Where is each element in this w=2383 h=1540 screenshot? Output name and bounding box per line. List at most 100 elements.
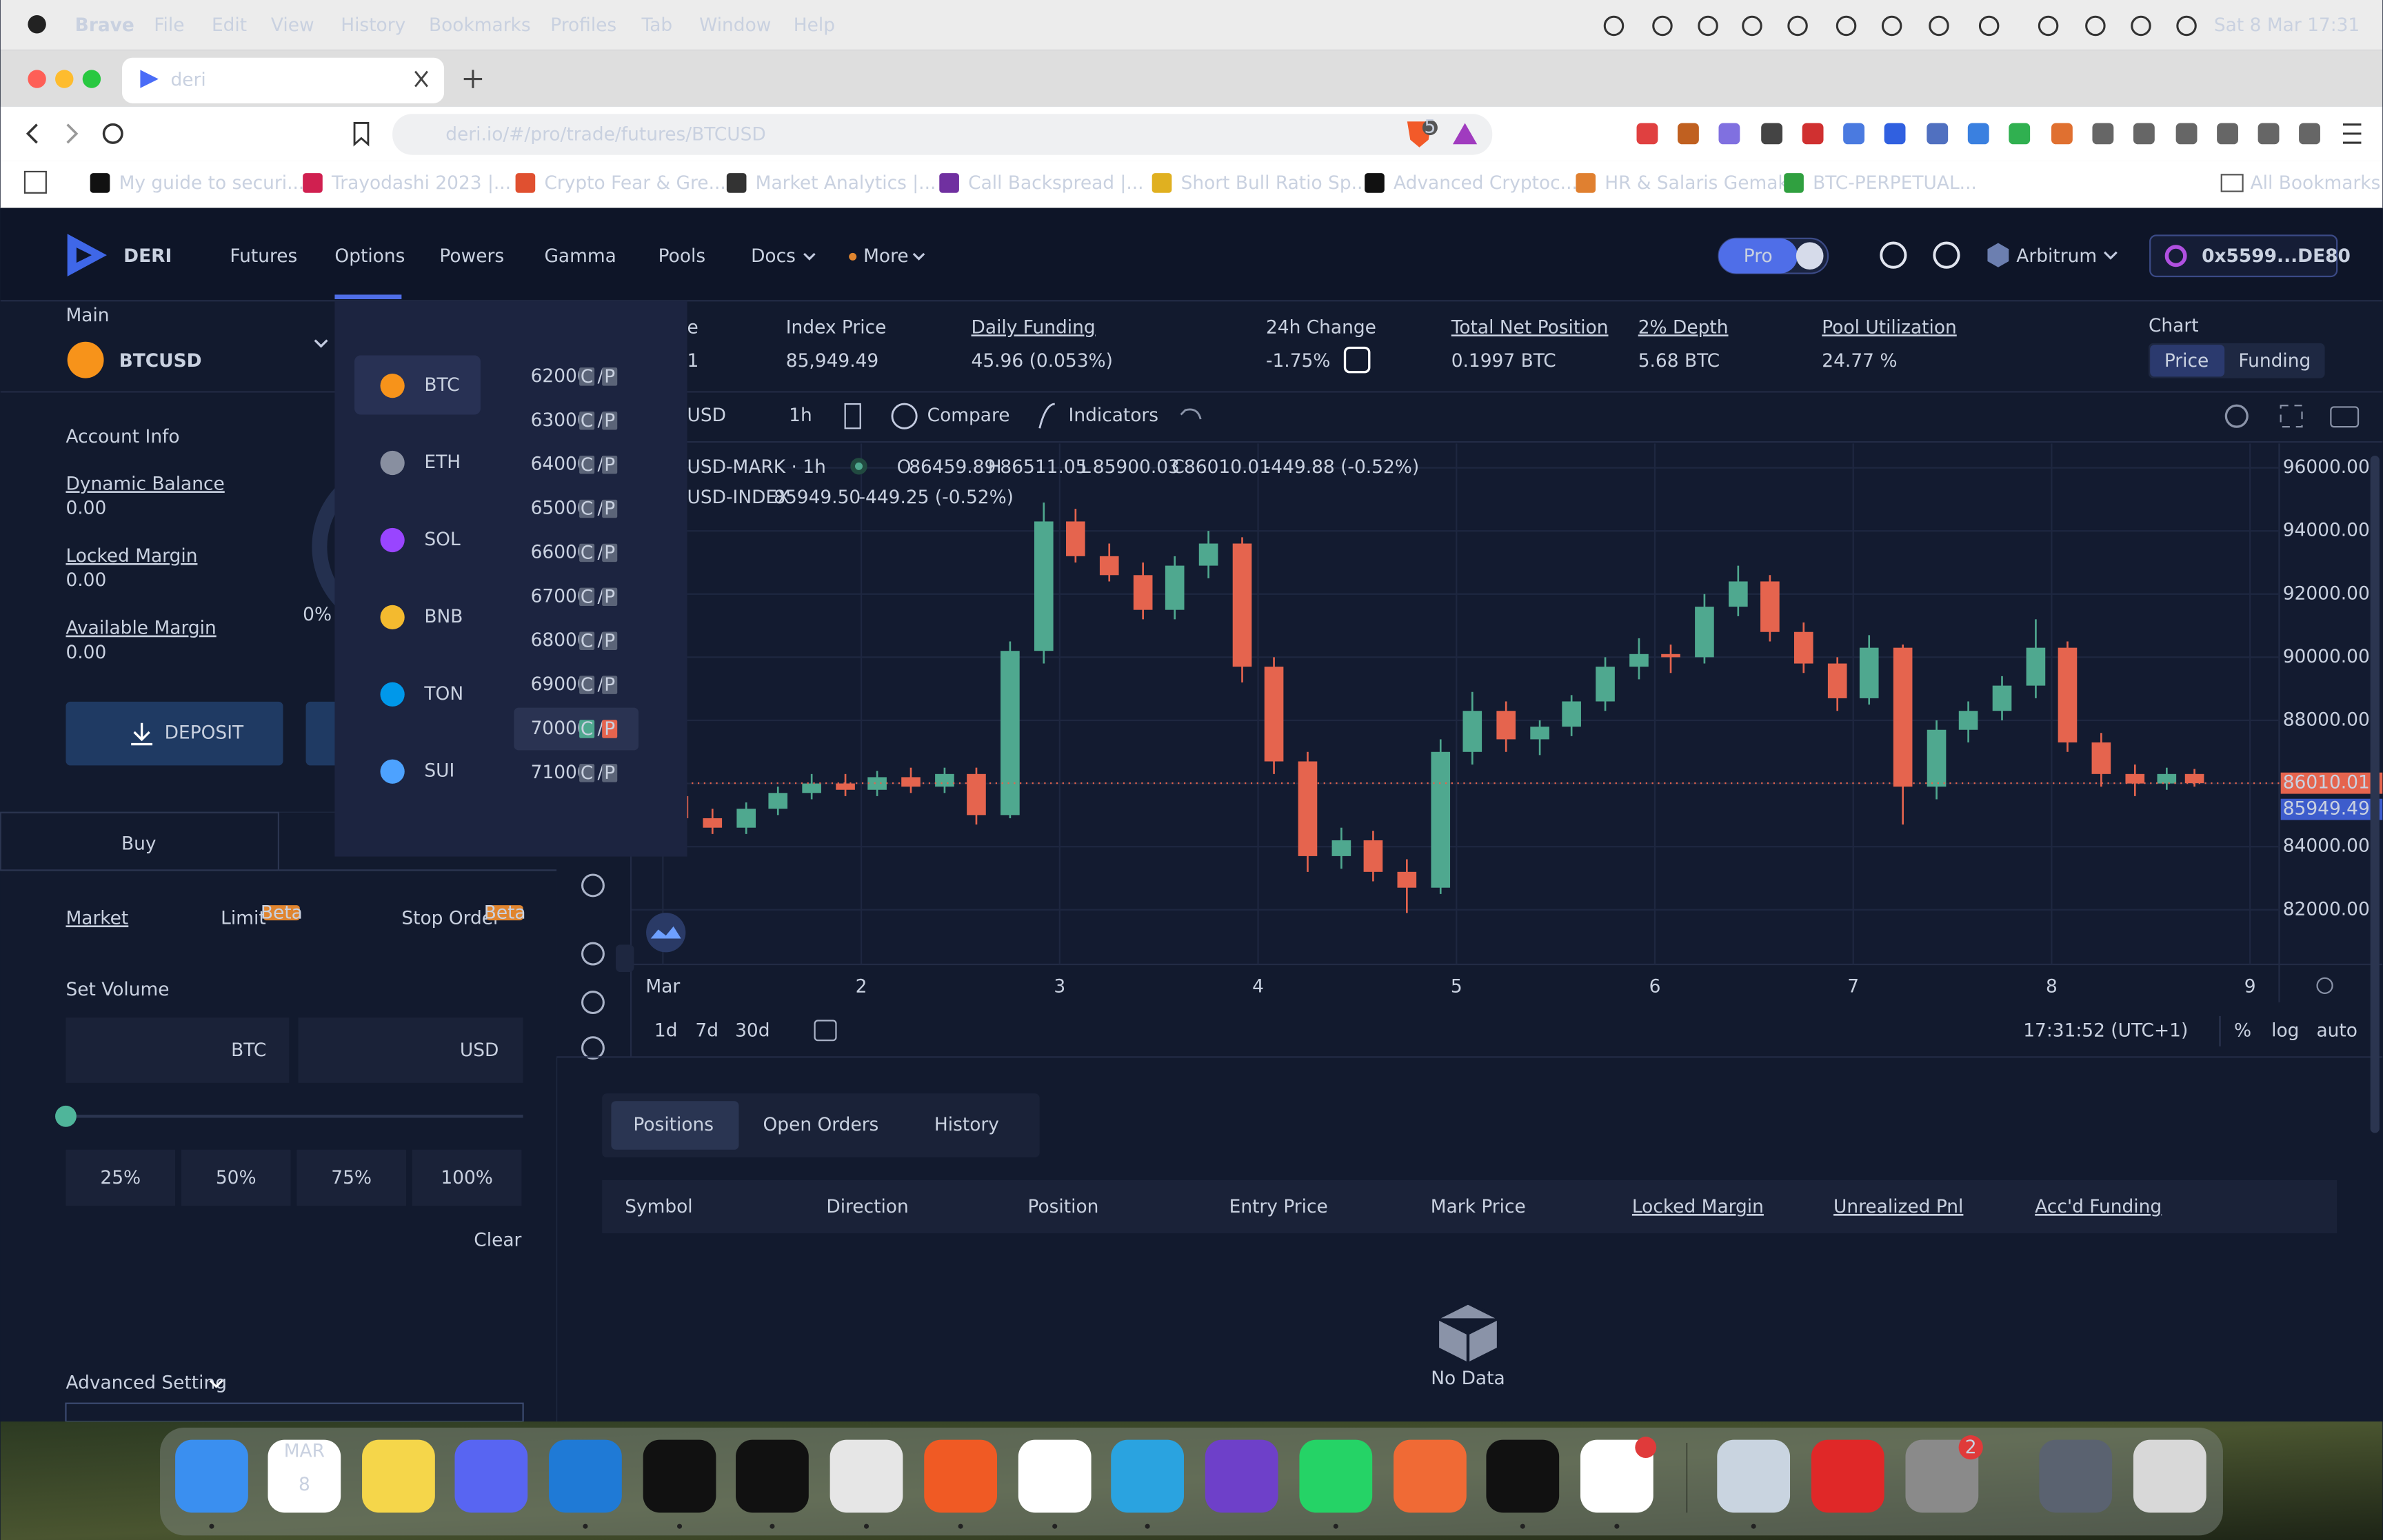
tab[interactable] bbox=[121, 57, 445, 103]
buy-tab[interactable] bbox=[0, 811, 280, 871]
bookmark[interactable]: BTC-PERPETUAL... bbox=[1813, 172, 1977, 194]
menu-item[interactable]: Profiles bbox=[550, 14, 616, 36]
call-box[interactable] bbox=[579, 367, 595, 386]
nav-link[interactable]: More bbox=[863, 245, 909, 267]
chart-mode[interactable]: Funding bbox=[2238, 350, 2311, 372]
nav-link[interactable]: Pools bbox=[658, 245, 705, 267]
status-icon[interactable] bbox=[1698, 15, 1718, 37]
bookmark[interactable]: My guide to securi... bbox=[119, 172, 305, 194]
deposit-button[interactable] bbox=[66, 701, 283, 766]
volume-input[interactable] bbox=[298, 1017, 523, 1083]
coin-option[interactable]: TON bbox=[423, 683, 463, 705]
status-icon[interactable] bbox=[1742, 15, 1762, 37]
coin-option[interactable]: SOL bbox=[424, 529, 461, 550]
percent-button[interactable] bbox=[296, 1149, 406, 1206]
extension-icon[interactable] bbox=[1967, 123, 1989, 145]
dock-app[interactable] bbox=[643, 1439, 716, 1513]
call-box[interactable] bbox=[579, 720, 595, 738]
brave-rewards[interactable] bbox=[1452, 123, 1478, 145]
apps-icon[interactable] bbox=[23, 170, 47, 194]
put-box[interactable] bbox=[602, 720, 618, 738]
side-tab[interactable]: Buy bbox=[121, 833, 157, 854]
put-box[interactable] bbox=[602, 455, 618, 474]
extension-icon[interactable] bbox=[2217, 123, 2238, 145]
order-type[interactable]: Market bbox=[66, 907, 128, 929]
menu-item[interactable]: Help bbox=[794, 14, 835, 36]
strike-option[interactable]: 71000 bbox=[531, 762, 589, 783]
reload-button[interactable] bbox=[102, 123, 123, 144]
dock-app[interactable] bbox=[175, 1439, 248, 1513]
dock-app[interactable] bbox=[2133, 1439, 2206, 1513]
extension-icon[interactable] bbox=[1802, 123, 1824, 145]
strike-option[interactable]: 70000 bbox=[531, 718, 589, 739]
menu-item[interactable]: History bbox=[341, 14, 405, 36]
extension-icon[interactable] bbox=[2051, 123, 2073, 145]
language-icon[interactable] bbox=[1933, 241, 1960, 269]
percent-button[interactable] bbox=[66, 1149, 176, 1206]
bookmark[interactable]: Call Backspread |... bbox=[968, 172, 1143, 194]
coin-option[interactable]: BNB bbox=[424, 606, 463, 627]
dock-app[interactable] bbox=[362, 1439, 435, 1513]
dock-app[interactable] bbox=[736, 1439, 809, 1513]
clear-button[interactable]: Clear bbox=[474, 1229, 521, 1250]
bookmark[interactable]: Advanced Cryptoc... bbox=[1394, 172, 1578, 194]
positions-tab[interactable]: History bbox=[934, 1114, 999, 1135]
drawing-tool[interactable] bbox=[581, 991, 605, 1015]
positions-tab[interactable]: Positions bbox=[633, 1114, 714, 1135]
strike-option[interactable]: 66000 bbox=[531, 541, 589, 563]
extension-icon[interactable] bbox=[1843, 123, 1864, 145]
put-box[interactable] bbox=[602, 499, 618, 518]
bookmark[interactable]: Crypto Fear & Gre... bbox=[544, 172, 725, 194]
dock-app[interactable] bbox=[2039, 1439, 2113, 1513]
dock-app[interactable] bbox=[268, 1439, 341, 1513]
percent-button[interactable] bbox=[412, 1149, 522, 1206]
status-icon[interactable] bbox=[2131, 15, 2151, 37]
strike-option[interactable]: 65000 bbox=[531, 498, 589, 519]
menu-item[interactable]: Window bbox=[699, 14, 771, 36]
strike-option[interactable]: 67000 bbox=[531, 585, 589, 607]
put-box[interactable] bbox=[602, 676, 618, 694]
forward-button[interactable] bbox=[66, 123, 79, 144]
dock-app[interactable] bbox=[1299, 1439, 1373, 1513]
nav-link[interactable]: Powers bbox=[439, 245, 504, 267]
put-box[interactable] bbox=[602, 412, 618, 430]
put-box[interactable] bbox=[602, 764, 618, 782]
volume-slider-knob[interactable] bbox=[55, 1105, 77, 1127]
back-button[interactable] bbox=[26, 123, 38, 144]
extension-icon[interactable] bbox=[1678, 123, 1699, 145]
dock-app[interactable] bbox=[549, 1439, 622, 1513]
scale-option[interactable]: auto bbox=[2316, 1020, 2357, 1041]
strike-option[interactable]: 64000 bbox=[531, 454, 589, 475]
compare-icon[interactable] bbox=[891, 403, 918, 429]
wallet-button[interactable] bbox=[2149, 234, 2338, 278]
put-box[interactable] bbox=[602, 367, 618, 386]
status-icon[interactable] bbox=[1929, 15, 1949, 37]
undo-button[interactable] bbox=[1180, 408, 1202, 420]
chart-mode[interactable]: Price bbox=[2164, 350, 2209, 372]
coin-option[interactable]: BTC bbox=[424, 374, 459, 396]
call-box[interactable] bbox=[579, 543, 595, 563]
call-box[interactable] bbox=[579, 676, 595, 694]
nav-link[interactable]: Options bbox=[334, 245, 405, 267]
coin-option[interactable]: ETH bbox=[424, 452, 461, 473]
advanced-setting[interactable]: Advanced Setting bbox=[66, 1372, 227, 1394]
menu-item[interactable]: Tab bbox=[641, 14, 672, 36]
dock-app[interactable] bbox=[1394, 1439, 1467, 1513]
dock-app[interactable] bbox=[1018, 1439, 1092, 1513]
status-icon[interactable] bbox=[1787, 15, 1808, 37]
scale-option[interactable]: log bbox=[2271, 1020, 2299, 1041]
compare-button[interactable]: Compare bbox=[927, 405, 1010, 426]
bookmark[interactable]: Trayodashi 2023 |... bbox=[331, 172, 511, 194]
strike-option[interactable]: 68000 bbox=[531, 629, 589, 651]
call-box[interactable] bbox=[579, 412, 595, 430]
dock-app[interactable] bbox=[1205, 1439, 1278, 1513]
nav-link[interactable]: Docs bbox=[751, 245, 796, 267]
dock-app[interactable] bbox=[454, 1439, 528, 1513]
status-icon[interactable] bbox=[1881, 15, 1902, 37]
dock-app[interactable] bbox=[1717, 1439, 1791, 1513]
extension-icon[interactable] bbox=[2258, 123, 2280, 145]
extension-icon[interactable] bbox=[2009, 123, 2031, 145]
bookmark[interactable]: Short Bull Ratio Sp... bbox=[1181, 172, 1369, 194]
percent-button[interactable] bbox=[181, 1149, 291, 1206]
network[interactable]: Arbitrum bbox=[2016, 245, 2097, 267]
